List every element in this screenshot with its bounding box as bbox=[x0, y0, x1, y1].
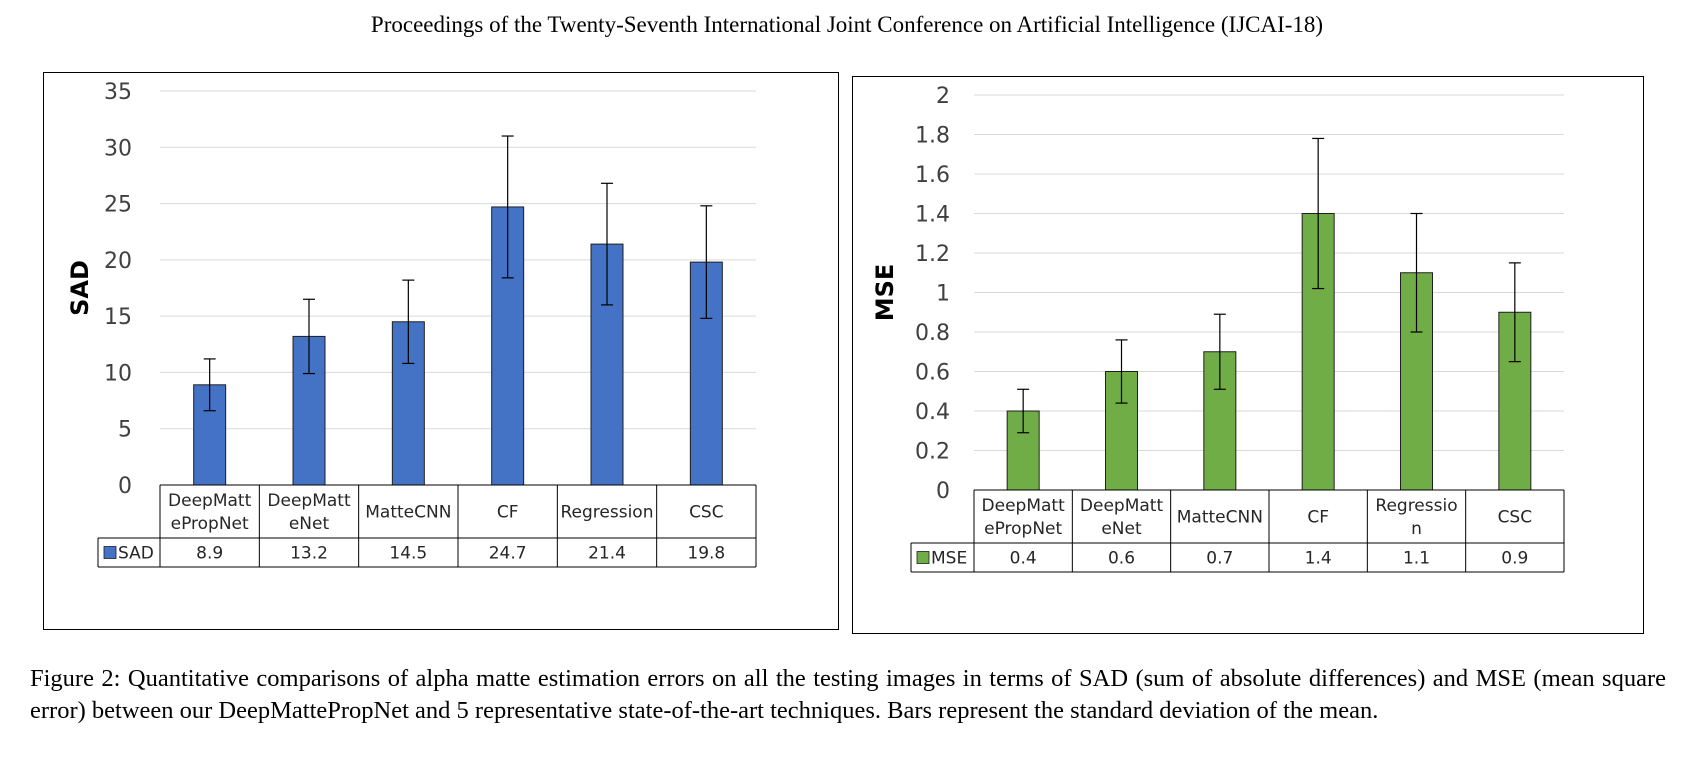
mse-y-tick-label: 0.8 bbox=[915, 321, 950, 346]
mse-error-bar bbox=[1410, 212, 1423, 333]
mse-y-tick-label: 1.2 bbox=[915, 242, 950, 267]
mse-error-bar bbox=[1017, 388, 1030, 434]
sad-category-label: Regression bbox=[561, 503, 654, 523]
mse-y-tick-label: 0 bbox=[936, 479, 950, 504]
mse-y-tick-label: 2 bbox=[936, 84, 950, 109]
mse-error-bar bbox=[1312, 137, 1325, 290]
sad-y-tick-label: 25 bbox=[104, 193, 132, 218]
sad-value-label: 14.5 bbox=[389, 544, 427, 564]
sad-error-bar bbox=[402, 279, 415, 365]
mse-error-bar bbox=[1213, 313, 1226, 390]
sad-category-label: CSC bbox=[689, 503, 724, 523]
mse-category-label: n bbox=[1411, 519, 1422, 539]
sad-error-bar bbox=[501, 135, 514, 279]
mse-y-tick-label: 1.6 bbox=[915, 163, 950, 188]
mse-category-label: eNet bbox=[1101, 519, 1142, 539]
sad-category-label: ePropNet bbox=[171, 514, 249, 534]
mse-category-label: CSC bbox=[1498, 508, 1533, 528]
mse-y-tick-label: 1.8 bbox=[915, 124, 950, 149]
mse-y-axis-title: MSE bbox=[871, 264, 899, 322]
sad-value-label: 24.7 bbox=[489, 544, 527, 564]
mse-y-tick-label: 0.6 bbox=[915, 361, 950, 386]
mse-category-label: DeepMatt bbox=[982, 496, 1066, 516]
mse-legend-label: MSE bbox=[931, 549, 967, 569]
sad-category-label: CF bbox=[497, 503, 519, 523]
sad-y-tick-label: 0 bbox=[118, 474, 132, 499]
sad-value-label: 8.9 bbox=[196, 544, 223, 564]
mse-category-label: MatteCNN bbox=[1177, 508, 1263, 528]
sad-chart: 0 5 10 15 20 25 30 35 SAD DeepMatt ePropNet DeepMat… bbox=[66, 80, 757, 568]
mse-error-bar bbox=[1508, 262, 1521, 363]
mse-y-tick-label: 1 bbox=[936, 282, 950, 307]
mse-value-label: 0.7 bbox=[1206, 549, 1233, 569]
sad-error-bar bbox=[203, 358, 216, 412]
sad-category-label: MatteCNN bbox=[365, 503, 451, 523]
sad-category-label: DeepMatt bbox=[168, 491, 252, 511]
sad-y-tick-label: 15 bbox=[104, 305, 132, 330]
sad-value-label: 13.2 bbox=[290, 544, 328, 564]
sad-y-tick-label: 20 bbox=[104, 249, 132, 274]
mse-category-label: CF bbox=[1307, 508, 1329, 528]
mse-chart-panel: 0 0.2 0.4 0.6 0.8 1 1.2 1.4 1.6 1.8 2 MSE DeepMatt eP… bbox=[852, 76, 1644, 634]
sad-error-bar bbox=[700, 205, 713, 319]
mse-value-label: 0.6 bbox=[1108, 549, 1135, 569]
mse-value-label: 1.4 bbox=[1305, 549, 1332, 569]
sad-error-bar bbox=[601, 182, 613, 306]
mse-category-label: ePropNet bbox=[984, 519, 1062, 539]
sad-category-label: eNet bbox=[289, 514, 330, 534]
sad-y-tick-label: 35 bbox=[104, 80, 132, 105]
sad-error-bar bbox=[303, 298, 315, 375]
figure-caption: Figure 2: Quantitative comparisons of al… bbox=[30, 665, 1666, 724]
mse-legend-swatch bbox=[916, 551, 930, 564]
sad-y-tick-label: 30 bbox=[104, 136, 132, 161]
mse-category-label: Regressio bbox=[1375, 496, 1457, 516]
sad-value-label: 21.4 bbox=[588, 544, 626, 564]
sad-chart-panel: 0 5 10 15 20 25 30 35 SAD DeepMatt ePropNet DeepMat… bbox=[43, 72, 839, 630]
mse-error-bar bbox=[1115, 339, 1128, 404]
sad-y-tick-label: 10 bbox=[104, 361, 132, 386]
sad-value-label: 19.8 bbox=[687, 544, 725, 564]
sad-legend-label: SAD bbox=[118, 544, 154, 564]
sad-legend-swatch bbox=[103, 546, 117, 559]
mse-category-label: DeepMatt bbox=[1080, 496, 1164, 516]
page-header: Proceedings of the Twenty-Seventh Intern… bbox=[370, 12, 1324, 37]
mse-y-tick-label: 1.4 bbox=[915, 203, 950, 228]
sad-y-axis-title: SAD bbox=[66, 260, 94, 316]
sad-category-label: DeepMatt bbox=[267, 491, 351, 511]
mse-value-label: 0.9 bbox=[1501, 549, 1528, 569]
mse-value-label: 1.1 bbox=[1403, 549, 1430, 569]
mse-chart: 0 0.2 0.4 0.6 0.8 1 1.2 1.4 1.6 1.8 2 MSE DeepMatt eP… bbox=[871, 84, 1565, 573]
sad-y-tick-label: 5 bbox=[118, 418, 132, 443]
mse-y-tick-label: 0.4 bbox=[915, 400, 950, 425]
mse-value-label: 0.4 bbox=[1010, 549, 1037, 569]
mse-y-tick-label: 0.2 bbox=[915, 440, 950, 465]
